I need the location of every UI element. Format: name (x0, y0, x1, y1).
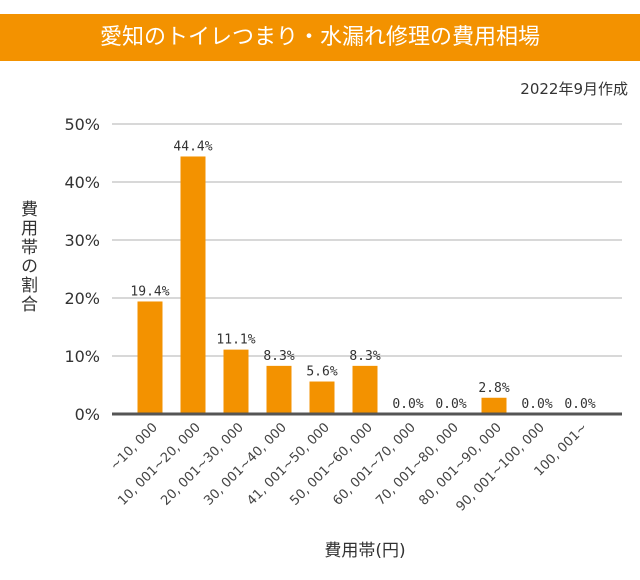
data-label: 2.8% (478, 381, 509, 396)
data-label: 11.1% (216, 333, 255, 348)
data-label: 0.0% (564, 397, 595, 412)
data-label: 0.0% (521, 397, 552, 412)
data-label: 0.0% (392, 397, 423, 412)
data-label: 0.0% (435, 397, 466, 412)
x-axis-label: 費用帯(円) (324, 541, 405, 561)
x-tick-label: 80, 001~90, 000 (416, 420, 504, 508)
data-label: 44.4% (173, 139, 212, 154)
data-label: 5.6% (306, 365, 337, 380)
x-tick-label: 10, 001~20, 000 (115, 420, 203, 508)
y-tick-label: 30% (64, 231, 100, 250)
bar (266, 365, 292, 414)
y-axis-label: 費用帯の割合 (17, 200, 37, 314)
chart-subtitle: 2022年9月作成 (520, 80, 628, 98)
bar (137, 301, 163, 414)
x-tick-label: 20, 001~30, 000 (158, 420, 246, 508)
chart-title: 愛知のトイレつまり・水漏れ修理の費用相場 (0, 14, 640, 61)
x-tick-label: 70, 001~80, 000 (373, 420, 461, 508)
x-tick-label: 60, 001~70, 000 (330, 420, 418, 508)
y-tick-label: 10% (64, 347, 100, 366)
y-tick-label: 0% (75, 405, 100, 424)
x-tick-label: 41, 001~50, 000 (244, 420, 332, 508)
data-label: 19.4% (130, 284, 169, 299)
y-tick-label: 20% (64, 289, 100, 308)
y-tick-label: 50% (64, 115, 100, 134)
bar (481, 397, 507, 414)
data-label: 8.3% (349, 349, 380, 364)
data-label: 8.3% (263, 349, 294, 364)
x-tick-label: 30, 001~40, 000 (201, 420, 289, 508)
bar (352, 365, 378, 414)
x-tick-label: 50, 001~60, 000 (287, 420, 375, 508)
bar (223, 349, 249, 414)
bar (180, 156, 206, 415)
bar (309, 381, 335, 414)
y-tick-label: 40% (64, 173, 100, 192)
